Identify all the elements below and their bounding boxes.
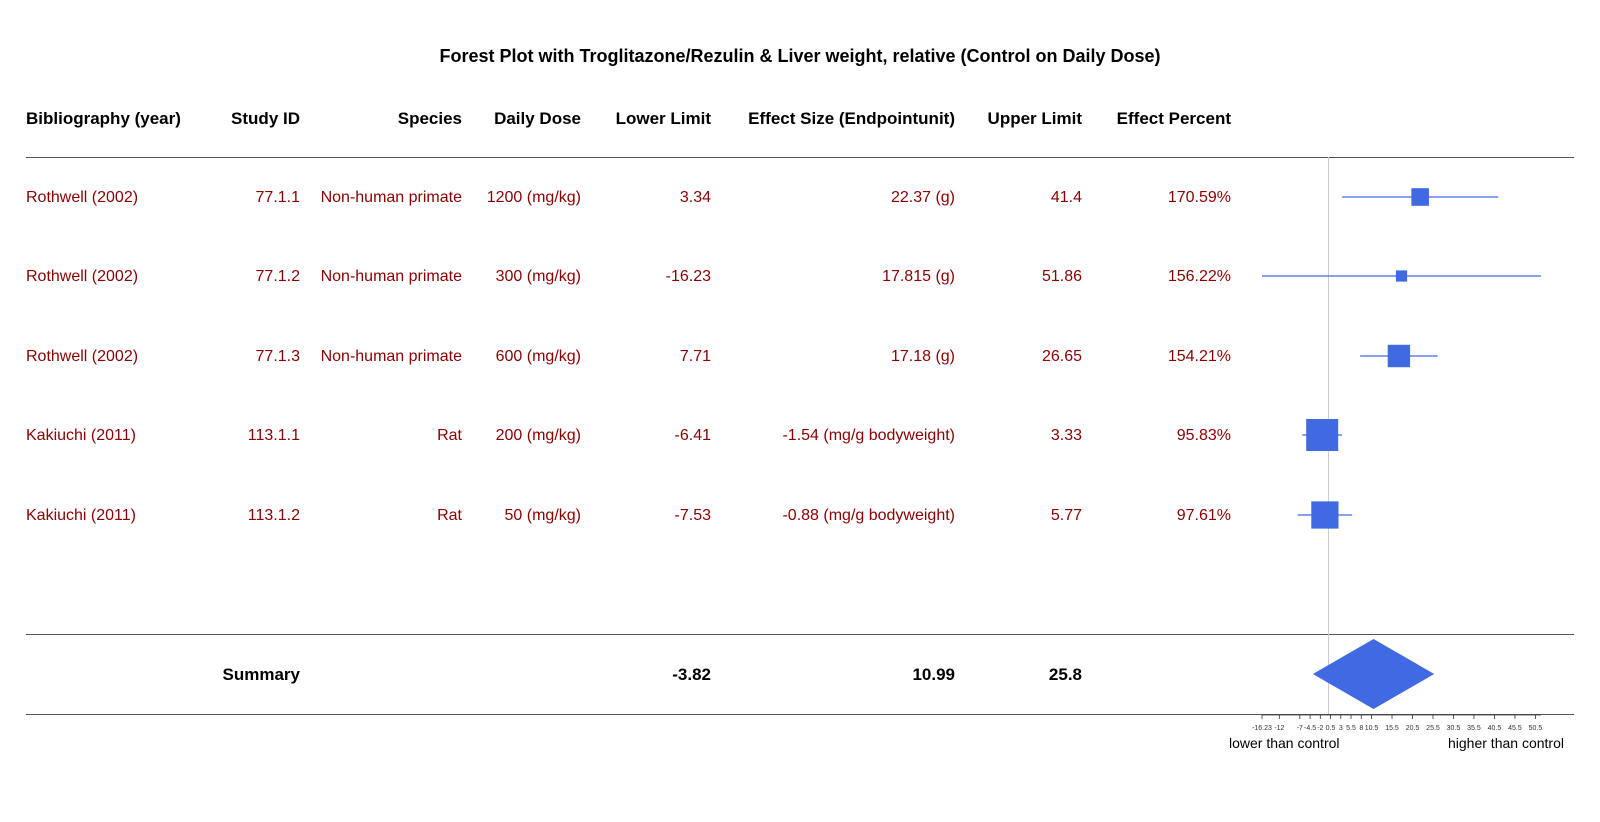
row-daily-dose: 1200 (mg/kg)	[486, 189, 581, 206]
effect-marker	[1311, 501, 1339, 529]
row-study-id: 77.1.3	[255, 348, 300, 365]
effect-marker	[1306, 419, 1339, 451]
row-lower-limit: 7.71	[679, 348, 711, 365]
row-daily-dose: 600 (mg/kg)	[495, 348, 581, 365]
row-species: Non-human primate	[320, 268, 462, 285]
effect-marker	[1411, 188, 1429, 206]
row-upper-limit: 41.4	[1050, 189, 1082, 206]
header-species: Species	[397, 109, 462, 128]
x-tick-label: 20.5	[1406, 725, 1420, 732]
x-tick-label: 30.5	[1447, 725, 1461, 732]
header-effect-size: Effect Size (Endpointunit)	[748, 109, 955, 128]
row-lower-limit: -6.41	[674, 427, 711, 444]
row-bibliography: Rothwell (2002)	[26, 268, 139, 285]
row-effect-size: -0.88 (mg/g bodyweight)	[782, 507, 955, 524]
x-tick-label: -4.5	[1304, 725, 1316, 732]
row-effect-size: -1.54 (mg/g bodyweight)	[782, 427, 955, 444]
chart-title: Forest Plot with Troglitazone/Rezulin & …	[439, 46, 1161, 66]
effect-marker	[1395, 270, 1408, 282]
x-tick-label: -12	[1274, 725, 1284, 732]
row-lower-limit: -7.53	[674, 507, 711, 524]
x-tick-label: 35.5	[1467, 725, 1481, 732]
row-species: Rat	[437, 427, 462, 444]
summary-upper-limit: 25.8	[1048, 665, 1082, 684]
x-tick-label: 0.5	[1326, 725, 1336, 732]
row-study-id: 77.1.1	[255, 189, 300, 206]
row-effect-percent: 154.21%	[1167, 348, 1231, 365]
row-species: Non-human primate	[320, 348, 462, 365]
x-tick-label: -7	[1297, 725, 1303, 732]
row-species: Rat	[437, 507, 462, 524]
row-lower-limit: -16.23	[665, 268, 711, 285]
row-study-id: 77.1.2	[255, 268, 300, 285]
row-lower-limit: 3.34	[679, 189, 711, 206]
x-tick-label: 40.5	[1488, 725, 1502, 732]
row-upper-limit: 5.77	[1050, 507, 1082, 524]
row-daily-dose: 300 (mg/kg)	[495, 268, 581, 285]
row-effect-size: 22.37 (g)	[890, 189, 955, 206]
direction-label-higher: higher than control	[1448, 735, 1564, 751]
header-upper-limit: Upper Limit	[987, 109, 1082, 128]
row-effect-percent: 97.61%	[1176, 507, 1231, 524]
x-tick-label: 10.5	[1365, 725, 1379, 732]
summary-diamond	[1312, 639, 1435, 709]
summary-label: Summary	[222, 665, 300, 684]
header-effect-percent: Effect Percent	[1116, 109, 1231, 128]
header-divider	[26, 157, 1574, 158]
study-marks	[1262, 188, 1541, 529]
summary-divider-top	[26, 634, 1574, 635]
header-lower-limit: Lower Limit	[615, 109, 711, 128]
x-tick-label: 8	[1359, 725, 1363, 732]
row-effect-percent: 95.83%	[1176, 427, 1231, 444]
row-daily-dose: 50 (mg/kg)	[504, 507, 581, 524]
row-upper-limit: 51.86	[1041, 268, 1082, 285]
row-species: Non-human primate	[320, 189, 462, 206]
x-tick-label: -16.23	[1252, 725, 1272, 732]
row-daily-dose: 200 (mg/kg)	[495, 427, 581, 444]
row-effect-size: 17.18 (g)	[890, 348, 955, 365]
effect-marker	[1387, 344, 1411, 368]
row-study-id: 113.1.2	[247, 507, 300, 524]
x-tick-label: 45.5	[1508, 725, 1522, 732]
header-daily-dose: Daily Dose	[494, 109, 581, 128]
x-axis: -16.23 -12 -7 -4.5 -2 0.5 3 5.5 8 10.5 15.5 20.5 25.…	[1252, 714, 1543, 732]
x-tick-label: 50.5	[1529, 725, 1543, 732]
x-tick-label: -2	[1317, 725, 1323, 732]
row-bibliography: Rothwell (2002)	[26, 189, 139, 206]
x-tick-label: 3	[1339, 725, 1343, 732]
row-upper-limit: 3.33	[1050, 427, 1082, 444]
summary-effect-size: 10.99	[912, 665, 955, 684]
summary-lower-limit: -3.82	[672, 665, 711, 684]
row-bibliography: Rothwell (2002)	[26, 348, 139, 365]
row-study-id: 113.1.1	[247, 427, 300, 444]
row-effect-size: 17.815 (g)	[882, 268, 955, 285]
direction-label-lower: lower than control	[1229, 735, 1340, 751]
header-bibliography: Bibliography (year)	[26, 109, 181, 128]
row-upper-limit: 26.65	[1041, 348, 1082, 365]
x-tick-label: 15.5	[1385, 725, 1399, 732]
summary-divider-bottom	[26, 714, 1574, 715]
row-bibliography: Kakiuchi (2011)	[26, 427, 136, 444]
x-tick-label: 5.5	[1346, 725, 1356, 732]
x-tick-label: 25.5	[1426, 725, 1440, 732]
row-bibliography: Kakiuchi (2011)	[26, 507, 136, 524]
header-study-id: Study ID	[231, 109, 300, 128]
row-effect-percent: 170.59%	[1167, 189, 1231, 206]
row-effect-percent: 156.22%	[1167, 268, 1231, 285]
